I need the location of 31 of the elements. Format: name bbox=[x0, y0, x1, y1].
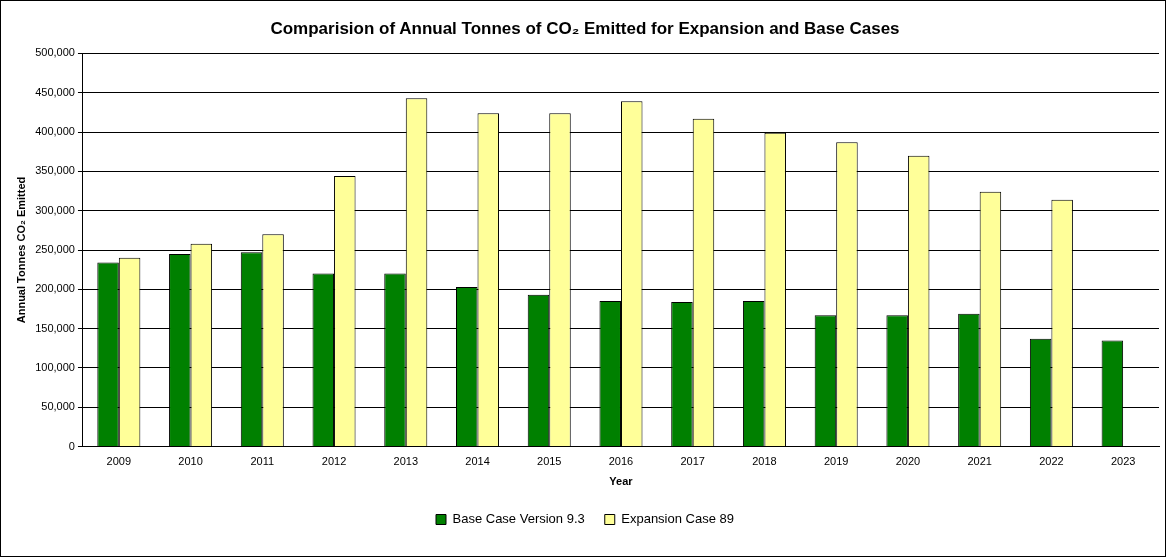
y-tick-label: 400,000 bbox=[35, 125, 75, 138]
x-tick-label: 2018 bbox=[752, 455, 777, 468]
y-tick-label: 100,000 bbox=[35, 360, 75, 373]
x-tick-label: 2015 bbox=[537, 455, 562, 468]
x-tick-label: 2014 bbox=[465, 455, 490, 468]
y-tick-label: 300,000 bbox=[35, 203, 75, 216]
x-tick-label: 2012 bbox=[321, 455, 347, 468]
y-tick-label: 250,000 bbox=[35, 243, 75, 256]
x-tick-label: 2011 bbox=[250, 455, 275, 468]
legend-label: Expansion Case 89 bbox=[621, 511, 734, 527]
x-tick-label: 2017 bbox=[680, 455, 705, 468]
y-tick-label: 50,000 bbox=[41, 400, 75, 413]
chart-title: Comparision of Annual Tonnes of CO₂ Emitted for Expansion and Base Cases bbox=[270, 18, 900, 38]
x-tick-label: 2020 bbox=[895, 455, 921, 468]
y-axis-title: Annual Tonnes CO₂ Emitted bbox=[14, 176, 27, 324]
x-tick-label: 2019 bbox=[823, 455, 849, 468]
x-tick-label: 2021 bbox=[967, 455, 992, 468]
x-tick-label: 2022 bbox=[1039, 455, 1064, 468]
x-axis-title: Year bbox=[609, 475, 634, 488]
y-tick-label: 150,000 bbox=[35, 321, 75, 334]
x-tick-label: 2013 bbox=[393, 455, 419, 468]
x-tick-label: 2010 bbox=[178, 455, 203, 468]
x-tick-label: 2023 bbox=[1110, 455, 1136, 468]
x-tick-label: 2016 bbox=[608, 455, 634, 468]
y-tick-label: 450,000 bbox=[35, 85, 75, 98]
y-tick-label: 350,000 bbox=[35, 164, 75, 177]
legend-label: Base Case Version 9.3 bbox=[452, 511, 585, 527]
y-tick-label: 500,000 bbox=[35, 46, 75, 59]
y-tick-label: 0 bbox=[68, 439, 75, 452]
y-tick-label: 200,000 bbox=[35, 282, 75, 295]
x-tick-label: 2009 bbox=[106, 455, 132, 468]
